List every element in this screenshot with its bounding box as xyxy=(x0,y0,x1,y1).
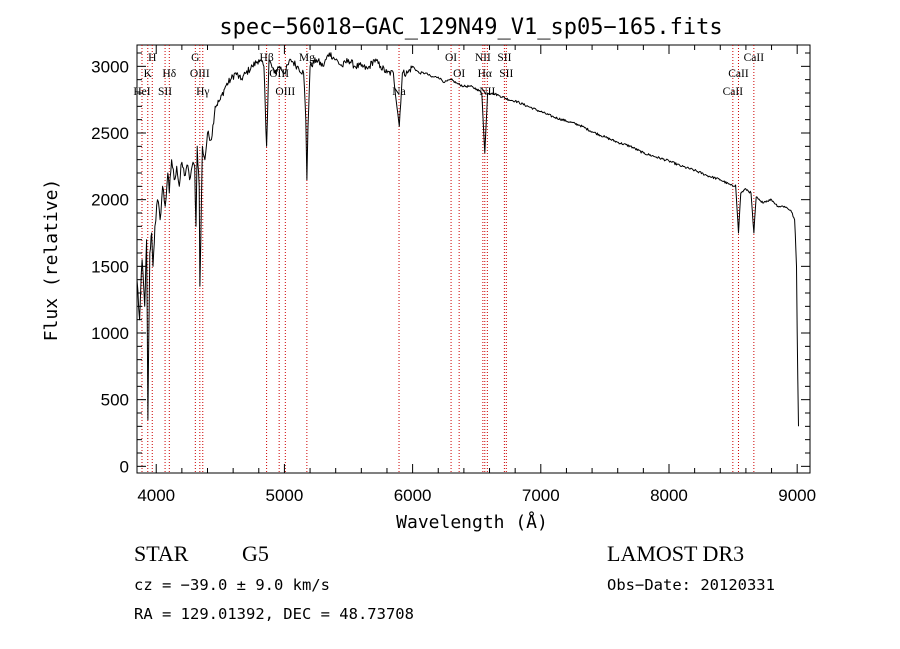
spectral-line-label: K xyxy=(144,68,153,80)
spectral-line-label: OI xyxy=(453,68,465,80)
spectral-line-label: H xyxy=(148,52,156,64)
redshift-velocity: cz = −39.0 ± 9.0 km/s xyxy=(134,576,330,594)
spectral-line-labels: HeIKHSIIHδGOIIIHγHβOIIIOIIIMgNaOIOINIIHα… xyxy=(133,52,764,98)
y-tick-label: 0 xyxy=(120,457,129,476)
sky-coordinates: RA = 129.01392, DEC = 48.73708 xyxy=(134,605,414,623)
y-tick-label: 500 xyxy=(101,391,129,410)
spectral-line-label: CaII xyxy=(728,68,749,80)
x-tick-label: 8000 xyxy=(650,486,688,505)
spectral-line-label: Hδ xyxy=(162,68,176,80)
spectral-line-label: OIII xyxy=(190,68,210,80)
x-tick-label: 6000 xyxy=(394,486,432,505)
y-axis-label: Flux (relative) xyxy=(41,179,62,342)
chart-title: spec−56018−GAC_129N49_V1_sp05−165.fits xyxy=(219,15,722,40)
object-class: STAR xyxy=(134,541,189,566)
spectral-line-label: OIII xyxy=(275,86,295,98)
x-tick-label: 9000 xyxy=(778,486,816,505)
y-tick-label: 2500 xyxy=(91,124,129,143)
spectral-line-label: HeI xyxy=(133,86,150,98)
spectral-line-label: NII xyxy=(475,52,491,64)
observation-date: Obs−Date: 20120331 xyxy=(607,576,775,594)
spectral-line-label: SII xyxy=(497,52,511,64)
x-tick-label: 7000 xyxy=(522,486,560,505)
y-tick-label: 1500 xyxy=(91,257,129,276)
spectral-subclass: G5 xyxy=(242,541,269,566)
spectral-line-label: SII xyxy=(158,86,172,98)
y-tick-label: 2000 xyxy=(91,191,129,210)
spectral-line-markers xyxy=(141,45,755,473)
plot-frame xyxy=(136,44,811,474)
spectral-line-label: Hα xyxy=(478,68,492,80)
x-tick-label: 5000 xyxy=(266,486,304,505)
spectral-line-label: Hβ xyxy=(260,52,274,64)
survey-name: LAMOST DR3 xyxy=(607,541,744,566)
y-tick-label: 3000 xyxy=(91,57,129,76)
spectral-line-label: CaII xyxy=(723,86,744,98)
x-axis-label: Wavelength (Å) xyxy=(396,511,548,533)
spectral-line-label: NII xyxy=(479,86,495,98)
spectral-line-label: SII xyxy=(499,68,513,80)
spectral-line-label: Hγ xyxy=(196,86,209,98)
spectral-line-label: CaII xyxy=(744,52,765,64)
y-tick-label: 1000 xyxy=(91,324,129,343)
spectrum-line xyxy=(136,52,799,427)
x-axis: 4000 5000 6000 7000 8000 9000 xyxy=(137,45,816,505)
spectral-line-label: Mg xyxy=(299,52,315,64)
x-tick-label: 4000 xyxy=(137,486,175,505)
spectral-line-label: OI xyxy=(445,52,457,64)
y-axis: 0 500 1000 1500 2000 2500 3000 xyxy=(91,52,810,476)
spectral-line-label: G xyxy=(191,52,199,64)
